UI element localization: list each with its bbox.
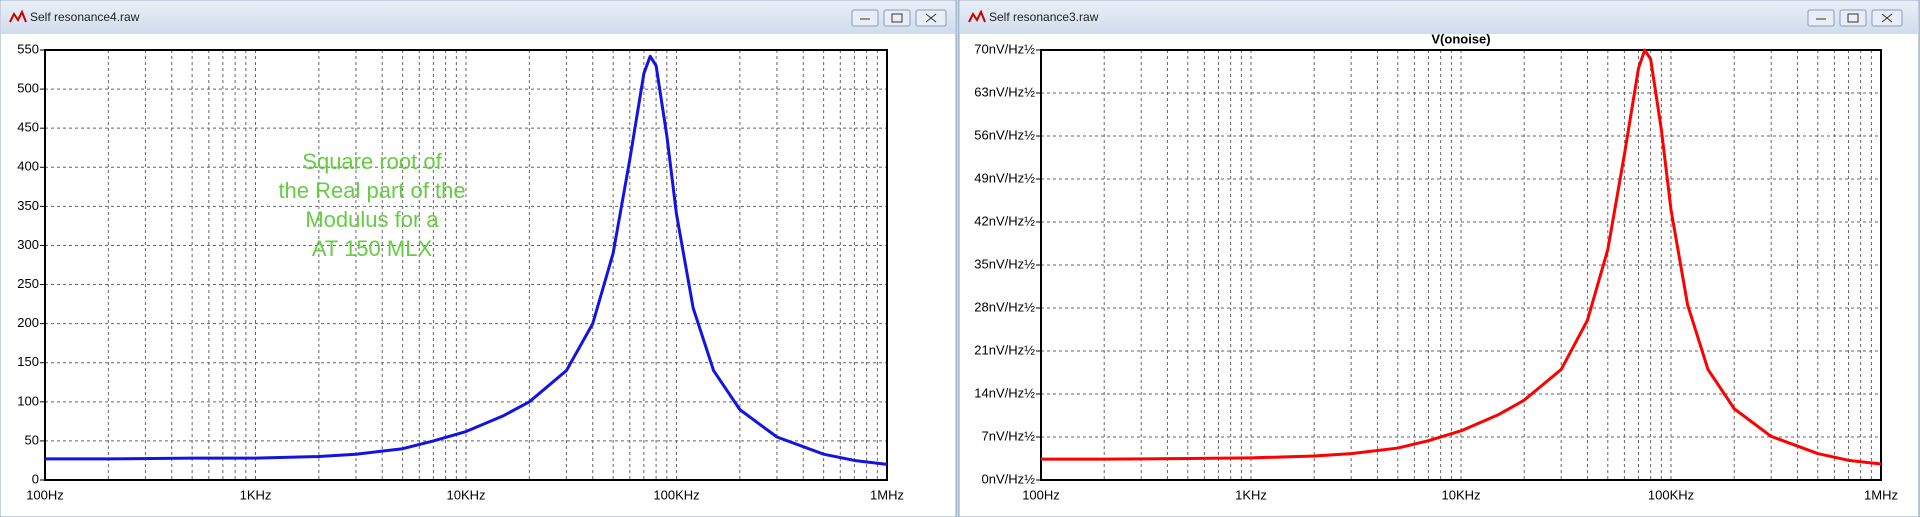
y-tick-label: 28nV/Hz½: [974, 299, 1035, 314]
y-tick-label: 350: [17, 198, 39, 213]
plot-area: [45, 50, 887, 480]
x-tick-label: 1MHz: [1864, 487, 1898, 502]
y-tick-label: 14nV/Hz½: [974, 385, 1035, 400]
y-tick-label: 550: [17, 41, 39, 56]
y-tick-label: 56nV/Hz½: [974, 127, 1035, 142]
trace-label: V(onoise): [1431, 31, 1490, 46]
y-tick-label: 50: [25, 432, 39, 447]
y-tick-label: 200: [17, 315, 39, 330]
y-tick-label: 500: [17, 81, 39, 96]
title-bar: [1, 1, 955, 34]
y-tick-label: 21nV/Hz½: [974, 342, 1035, 357]
x-tick-label: 1KHz: [1235, 487, 1267, 502]
y-tick-label: 150: [17, 354, 39, 369]
y-tick-label: 100: [17, 393, 39, 408]
x-tick-label: 10KHz: [446, 487, 485, 502]
y-tick-label: 70nV/Hz½: [974, 41, 1035, 56]
maximize-button[interactable]: [883, 9, 911, 27]
x-tick-label: 100KHz: [653, 487, 699, 502]
plot-frame: [1040, 49, 1882, 481]
y-tick-label: 300: [17, 237, 39, 252]
annotation: AT 150 MLX: [312, 236, 433, 261]
window-title: Self resonance4.raw: [30, 10, 140, 24]
app-icon: [9, 9, 27, 23]
y-tick-label: 63nV/Hz½: [974, 84, 1035, 99]
y-tick-label: 250: [17, 276, 39, 291]
x-tick-label: 1KHz: [240, 487, 272, 502]
button-glyphs: [860, 13, 937, 23]
y-tick-label: 42nV/Hz½: [974, 213, 1035, 228]
y-tick-label: 49nV/Hz½: [974, 170, 1035, 185]
app-icon: [968, 9, 986, 23]
window-title: Self resonance3.raw: [989, 10, 1099, 24]
trace: [1041, 48, 1882, 466]
trace: [45, 54, 888, 466]
button-glyphs: [1816, 13, 1893, 23]
y-tick-label: 7nV/Hz½: [982, 428, 1036, 443]
minimize-button[interactable]: [1807, 9, 1835, 27]
x-tick-label: 100Hz: [1022, 487, 1060, 502]
minimize-button[interactable]: [851, 9, 879, 27]
x-tick-label: 1MHz: [870, 487, 904, 502]
x-tick-label: 100Hz: [26, 487, 64, 502]
y-tick-label: 450: [17, 120, 39, 135]
title-bar: [960, 1, 1918, 34]
annotation: the Real part of the: [278, 178, 465, 203]
y-tick-label: 35nV/Hz½: [974, 256, 1035, 271]
annotation: Square root of: [302, 149, 442, 174]
y-tick-label: 0nV/Hz½: [982, 471, 1036, 486]
x-tick-label: 100KHz: [1648, 487, 1694, 502]
x-tick-label: 10KHz: [1441, 487, 1480, 502]
y-tick-label: 400: [17, 159, 39, 174]
plot-frame: [44, 49, 888, 481]
y-tick-label: 0: [32, 471, 39, 486]
maximize-button[interactable]: [1839, 9, 1867, 27]
annotation: Modulus for a: [305, 207, 439, 232]
